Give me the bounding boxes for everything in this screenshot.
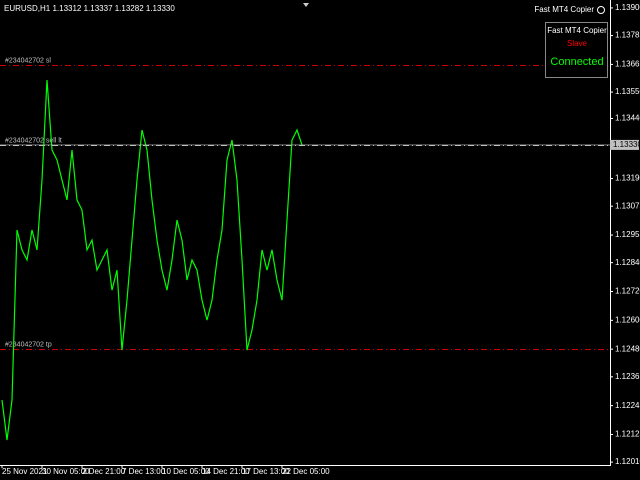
panel-status: Connected bbox=[550, 56, 603, 68]
y-tick-label: 1.13440 bbox=[615, 114, 640, 123]
level-label: #234042702 sl bbox=[5, 57, 51, 64]
x-tick-label: 14 Dec 21:00 bbox=[202, 467, 250, 476]
y-tick-label: 1.12600 bbox=[615, 315, 640, 324]
current-price-label: 1.13330 bbox=[613, 140, 640, 149]
expert-icon bbox=[597, 6, 605, 14]
y-tick-label: 1.12480 bbox=[615, 344, 640, 353]
x-tick-label: 30 Nov 05:00 bbox=[42, 467, 90, 476]
y-tick-label: 1.12125 bbox=[615, 430, 640, 439]
panel-mode: Slave bbox=[567, 39, 588, 48]
y-tick-label: 1.13900 bbox=[615, 3, 640, 12]
y-tick-label: 1.13785 bbox=[615, 31, 640, 40]
level-label: #234042702 sell lt bbox=[5, 137, 62, 144]
y-tick-label: 1.13665 bbox=[615, 60, 640, 69]
chart-title: EURUSD,H1 1.13312 1.13337 1.13282 1.1333… bbox=[4, 4, 175, 13]
panel-title: Fast MT4 Copier bbox=[547, 26, 607, 35]
y-tick-label: 1.12955 bbox=[615, 230, 640, 239]
expert-name: Fast MT4 Copier bbox=[534, 5, 594, 14]
price-line bbox=[1, 79, 303, 441]
y-tick-label: 1.13190 bbox=[615, 174, 640, 183]
x-tick-label: 2 Dec 21:00 bbox=[82, 467, 126, 476]
x-tick-label: 17 Dec 13:00 bbox=[242, 467, 290, 476]
y-tick-label: 1.12365 bbox=[615, 372, 640, 381]
y-tick-label: 1.12245 bbox=[615, 401, 640, 410]
y-tick-label: 1.13075 bbox=[615, 201, 640, 210]
x-tick-label: 25 Nov 2021 bbox=[2, 467, 48, 476]
y-tick-label: 1.13550 bbox=[615, 87, 640, 96]
level-label: #234042702 tp bbox=[5, 341, 52, 348]
y-tick-label: 1.12840 bbox=[615, 258, 640, 267]
x-tick-label: 7 Dec 13:00 bbox=[122, 467, 166, 476]
y-tick-label: 1.12720 bbox=[615, 287, 640, 296]
shift-marker bbox=[303, 3, 309, 7]
x-tick-label: 22 Dec 05:00 bbox=[282, 467, 330, 476]
copier-panel bbox=[545, 22, 608, 78]
x-tick-label: 10 Dec 05:00 bbox=[162, 467, 210, 476]
current-price-box bbox=[610, 139, 639, 150]
y-tick-label: 1.12010 bbox=[615, 457, 640, 466]
